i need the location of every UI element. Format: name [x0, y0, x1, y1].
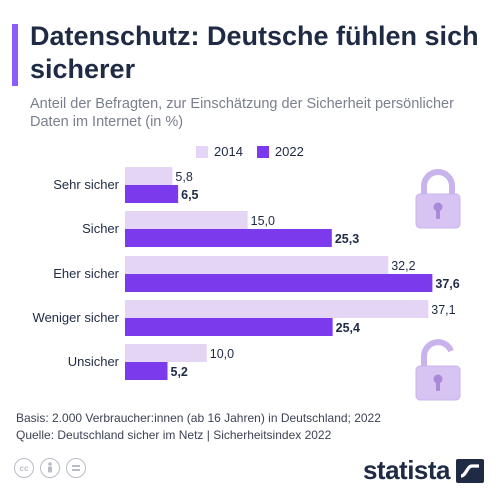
- statista-logo-icon: [456, 458, 484, 483]
- value-label-2014-sicher: 15,0: [251, 214, 275, 228]
- bar-2022-weniger-sicher: [125, 318, 333, 336]
- footer-basis: Basis: 2.000 Verbraucher:innen (ab 16 Ja…: [16, 411, 381, 425]
- lock-open-icon: [415, 339, 461, 401]
- by-icon[interactable]: [40, 458, 60, 478]
- value-label-2014-weniger-sicher: 37,1: [431, 303, 455, 317]
- nd-icon[interactable]: [66, 458, 86, 478]
- bar-2014-weniger-sicher: [125, 300, 429, 318]
- person-glyph-icon: [48, 462, 52, 473]
- footer-source: Quelle: Deutschland sicher im Netz | Sic…: [16, 428, 332, 442]
- value-label-2022-eher-sicher: 37,6: [435, 277, 459, 291]
- legend-swatch-2014: [196, 145, 208, 158]
- legend-label-2022: 2022: [274, 144, 304, 159]
- category-label-unsicher: Unsicher: [68, 354, 120, 369]
- value-label-2022-weniger-sicher: 25,4: [336, 321, 360, 335]
- value-label-2022-unsicher: 5,2: [171, 365, 188, 379]
- bar-2022-sehr-sicher: [125, 185, 179, 203]
- value-label-2014-sehr-sicher: 5,8: [175, 170, 192, 184]
- bar-2014-sicher: [125, 211, 248, 229]
- statista-brand[interactable]: statista: [363, 455, 484, 486]
- bar-2022-sicher: [125, 229, 332, 247]
- chart-footer: Basis: 2.000 Verbraucher:innen (ab 16 Ja…: [16, 410, 486, 444]
- value-label-2022-sicher: 25,3: [335, 232, 359, 246]
- bar-2014-eher-sicher: [125, 256, 389, 274]
- category-label-eher-sicher: Eher sicher: [53, 266, 119, 281]
- value-label-2014-unsicher: 10,0: [210, 347, 234, 361]
- brand-name: statista: [362, 455, 451, 485]
- chart-legend: 2014 2022: [196, 144, 304, 159]
- category-label-sehr-sicher: Sehr sicher: [53, 177, 119, 192]
- value-label-2014-eher-sicher: 32,2: [391, 259, 415, 273]
- chart-title: Datenschutz: Deutsche fühlen sich sicher…: [30, 21, 479, 84]
- legend-item-2022: 2022: [256, 144, 304, 159]
- bar-chart: Sehr sicher 5,8 6,5 Sicher 15,0 25,3 Eher sich…: [33, 167, 460, 380]
- legend-swatch-2022: [256, 145, 269, 158]
- category-label-weniger-sicher: Weniger sicher: [33, 310, 120, 325]
- bar-2014-sehr-sicher: [125, 167, 173, 185]
- lock-closed-icon: [415, 169, 461, 229]
- value-label-2022-sehr-sicher: 6,5: [181, 188, 198, 202]
- bar-2022-eher-sicher: [125, 274, 433, 292]
- bar-2014-unsicher: [125, 344, 207, 362]
- legend-label-2014: 2014: [214, 144, 243, 159]
- title-accent-bar: [12, 24, 18, 86]
- legend-item-2014: 2014: [196, 144, 243, 159]
- category-label-sicher: Sicher: [82, 221, 120, 236]
- equals-glyph-icon: [72, 465, 80, 471]
- license-icons: cc: [14, 458, 86, 478]
- bar-2022-unsicher: [125, 362, 168, 380]
- chart-subtitle: Anteil der Befragten, zur Einschätzung d…: [30, 96, 454, 130]
- cc-icon[interactable]: cc: [14, 458, 34, 478]
